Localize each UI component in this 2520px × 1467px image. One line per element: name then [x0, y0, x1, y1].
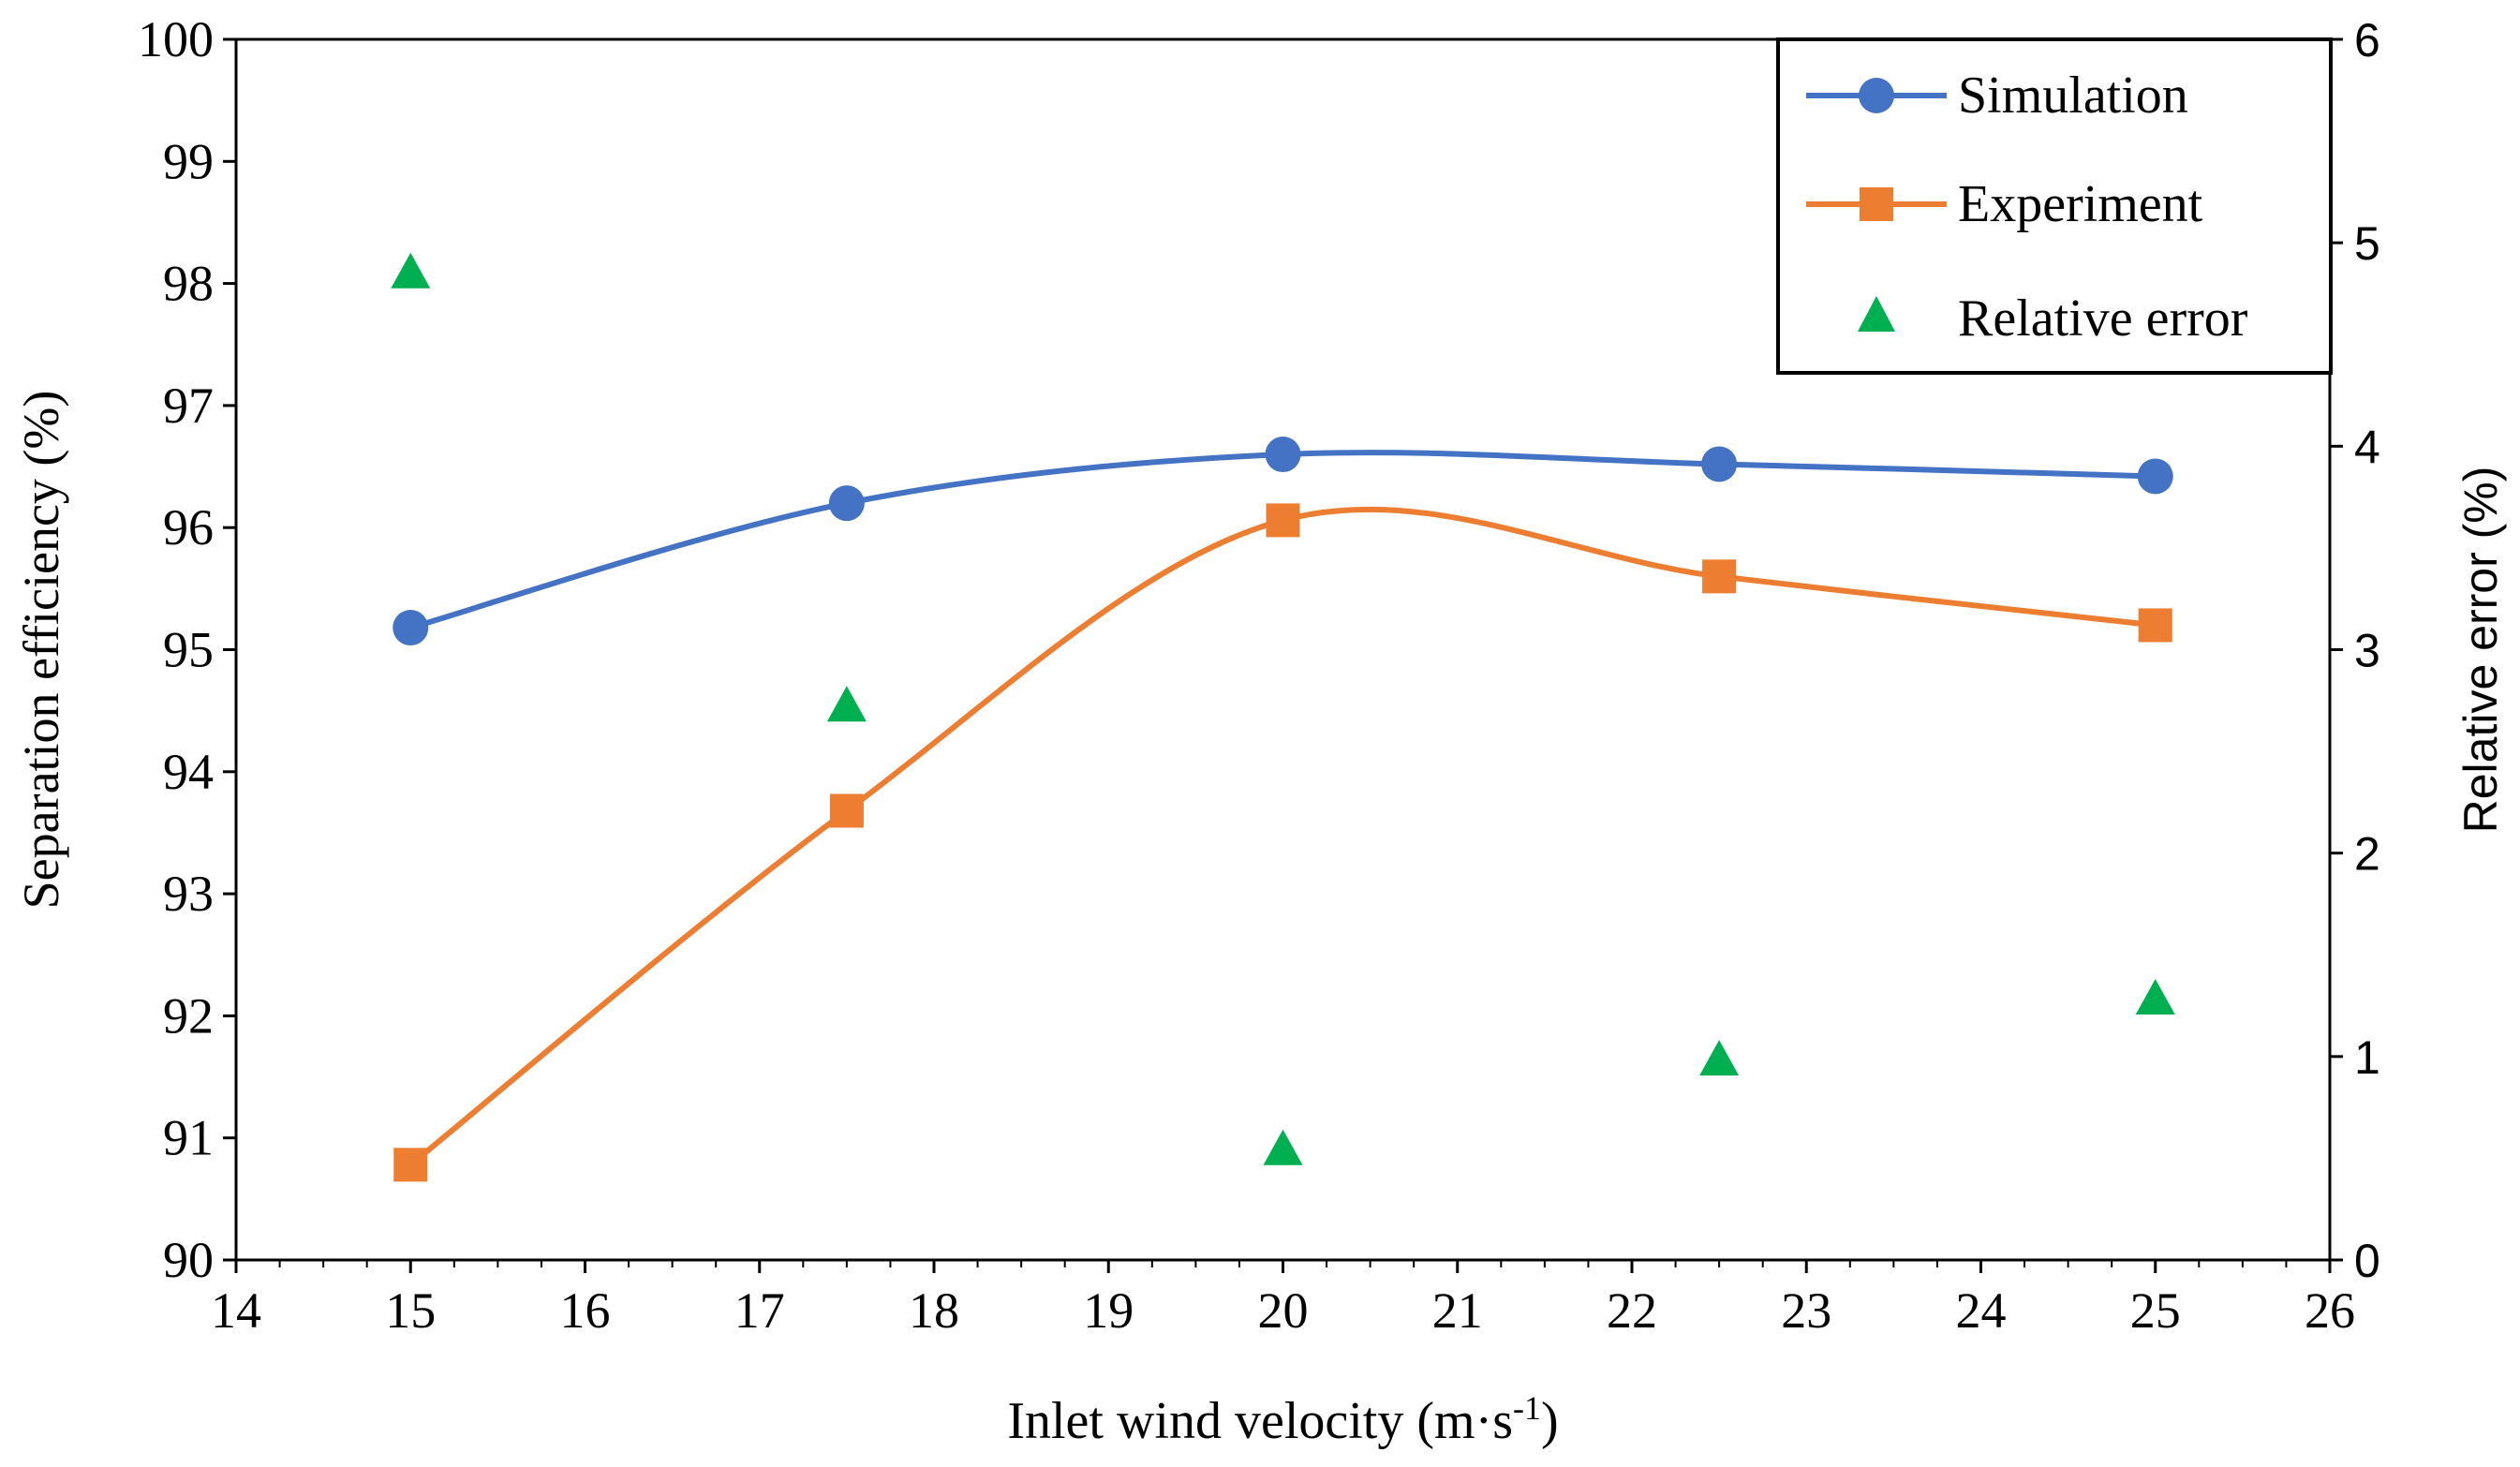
legend-label-relative-error: Relative error: [1958, 289, 2248, 348]
point-simulation-1: [828, 485, 865, 522]
y2-tick-label-4: 4: [2354, 421, 2380, 473]
y-tick-label-96: 96: [163, 499, 214, 556]
x-tick-label-17: 17: [734, 1282, 785, 1339]
y-tick-label-93: 93: [163, 866, 214, 922]
y-tick-label-91: 91: [163, 1110, 214, 1166]
series-line-experiment: [408, 506, 2157, 1167]
axis-labels: 14 15 16 17 18 19 20 21 22 23 24 25 2690919293949596…: [138, 11, 2380, 1339]
y-axis-title: Separation efficiency (%): [13, 391, 69, 910]
y-tick-label-97: 97: [163, 378, 214, 434]
point-relative-error-2: [1263, 1129, 1303, 1165]
legend-marker-relative-error: [1858, 296, 1895, 332]
y-tick-label-95: 95: [163, 622, 214, 678]
legend-label-simulation: Simulation: [1958, 67, 2188, 125]
legend-marker-experiment: [1860, 187, 1893, 221]
x-tick-label-16: 16: [560, 1282, 611, 1339]
point-relative-error-4: [2135, 979, 2175, 1015]
x-tick-label-14: 14: [211, 1282, 261, 1339]
x-axis-title-end: ): [1541, 1392, 1559, 1450]
x-tick-label-23: 23: [1781, 1282, 1831, 1339]
point-experiment-3: [1702, 559, 1737, 594]
x-axis-title-sup: -1: [1513, 1389, 1541, 1427]
point-experiment-4: [2138, 608, 2172, 643]
legend-label-experiment: Experiment: [1958, 175, 2203, 233]
y2-tick-label-6: 6: [2354, 14, 2380, 67]
y2-tick-label-3: 3: [2354, 625, 2380, 677]
y2-tick-label-5: 5: [2354, 217, 2380, 270]
legend-marker-simulation: [1859, 78, 1894, 113]
point-experiment-2: [1266, 503, 1300, 538]
y-tick-label-94: 94: [163, 744, 214, 800]
y-tick-label-90: 90: [163, 1232, 214, 1288]
y-tick-label-92: 92: [163, 987, 214, 1044]
point-simulation-2: [1265, 437, 1301, 473]
plot-frame: [234, 37, 2332, 1262]
x-tick-label-19: 19: [1083, 1282, 1134, 1339]
point-experiment-1: [829, 793, 864, 828]
point-relative-error-0: [391, 252, 431, 289]
point-simulation-0: [393, 610, 429, 646]
y2-axis-title: Relative error (%): [2454, 467, 2507, 834]
x-axis-title-main: Inlet wind velocity (m·s: [1007, 1392, 1513, 1450]
legend: Simulation Experiment Relative error: [1776, 37, 2333, 375]
x-tick-label-15: 15: [385, 1282, 436, 1339]
y2-tick-label-1: 1: [2354, 1031, 2380, 1084]
x-tick-label-20: 20: [1258, 1282, 1309, 1339]
x-tick-label-21: 21: [1432, 1282, 1483, 1339]
point-experiment-0: [393, 1148, 428, 1182]
x-tick-label-18: 18: [909, 1282, 959, 1339]
x-axis-title: Inlet wind velocity (m·s-1): [1007, 1389, 1558, 1450]
point-simulation-3: [1701, 446, 1738, 482]
point-relative-error-3: [1699, 1040, 1740, 1076]
x-tick-label-25: 25: [2130, 1282, 2181, 1339]
y2-tick-label-2: 2: [2354, 828, 2380, 881]
x-tick-label-22: 22: [1607, 1282, 1657, 1339]
series-layer: [391, 252, 2175, 1182]
y2-tick-label-0: 0: [2354, 1235, 2380, 1287]
x-tick-label-24: 24: [1956, 1282, 2007, 1339]
y-tick-label-100: 100: [138, 11, 214, 67]
y-tick-label-99: 99: [163, 133, 214, 189]
point-simulation-4: [2137, 458, 2173, 495]
y-tick-label-98: 98: [163, 256, 214, 312]
x-tick-label-26: 26: [2305, 1282, 2355, 1339]
point-relative-error-1: [826, 686, 867, 722]
